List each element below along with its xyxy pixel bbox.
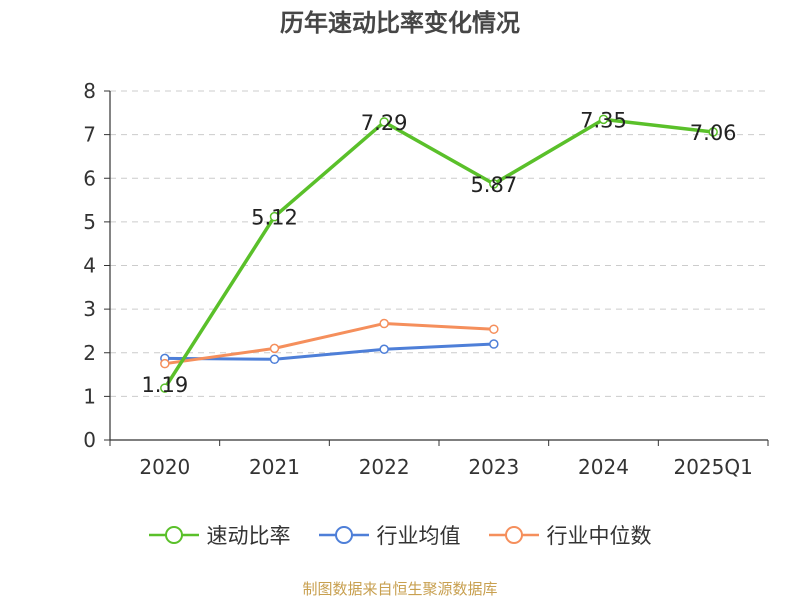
legend: 速动比率 行业均值 行业中位数 (0, 520, 800, 550)
legend-item-industry-median[interactable]: 行业中位数 (488, 520, 652, 550)
legend-line-circle-icon (148, 526, 199, 544)
y-tick-label: 1 (83, 384, 96, 408)
y-tick-label: 2 (83, 341, 96, 365)
grid-lines (110, 90, 768, 397)
data-point (379, 318, 389, 329)
data-point (708, 127, 718, 137)
y-tick-label: 7 (83, 123, 96, 147)
x-tick-label: 2021 (249, 455, 300, 479)
data-point (269, 211, 280, 222)
legend-label: 行业中位数 (546, 524, 652, 548)
data-label: 7.35 (580, 108, 627, 132)
y-tick-label: 4 (83, 254, 96, 278)
y-tick-label: 3 (83, 297, 96, 321)
data-label: 7.29 (361, 111, 408, 135)
series-line (163, 117, 714, 390)
y-tick-label: 6 (83, 166, 96, 190)
data-point (489, 179, 499, 189)
data-point (269, 343, 280, 354)
data-point (489, 339, 499, 349)
data-point (489, 324, 499, 334)
y-tick-label: 5 (83, 210, 96, 234)
series-lines (160, 114, 718, 393)
legend-item-quick-ratio[interactable]: 速动比率 (148, 520, 291, 550)
legend-label: 速动比率 (206, 524, 291, 548)
source-note: 制图数据来自恒生聚源数据库 (302, 580, 498, 598)
series-line (164, 342, 494, 361)
data-point (379, 344, 389, 355)
data-point (269, 354, 280, 365)
data-label: 1.19 (141, 373, 188, 397)
data-label: 7.06 (690, 121, 737, 145)
data-label: 5.87 (470, 173, 517, 197)
legend-line-circle-icon (488, 526, 539, 544)
x-tick-label: 2020 (139, 455, 190, 479)
y-tick-label: 8 (83, 79, 96, 103)
legend-label: 行业均值 (376, 524, 461, 548)
data-point (160, 358, 170, 369)
x-tick-label: 2024 (578, 455, 629, 479)
x-tick-label: 2022 (359, 455, 410, 479)
y-tick-label: 0 (83, 428, 96, 452)
data-point (160, 383, 170, 393)
data-label: 5.12 (251, 206, 298, 230)
data-point (598, 114, 609, 125)
data-labels: 1.19 5.12 7.29 5.87 7.35 7.06 (141, 108, 736, 397)
legend-line-circle-icon (318, 526, 369, 544)
legend-item-industry-mean[interactable]: 行业均值 (318, 520, 461, 550)
data-point (379, 117, 389, 127)
chart-title: 历年速动比率变化情况 (280, 9, 520, 37)
x-tick-label: 2023 (468, 455, 519, 479)
axes: 0 1 2 3 4 5 6 7 8 2020 2021 2022 2023 2024 2025Q1 (83, 79, 769, 479)
x-tick-label: 2025Q1 (673, 455, 752, 479)
series-line (164, 322, 494, 366)
